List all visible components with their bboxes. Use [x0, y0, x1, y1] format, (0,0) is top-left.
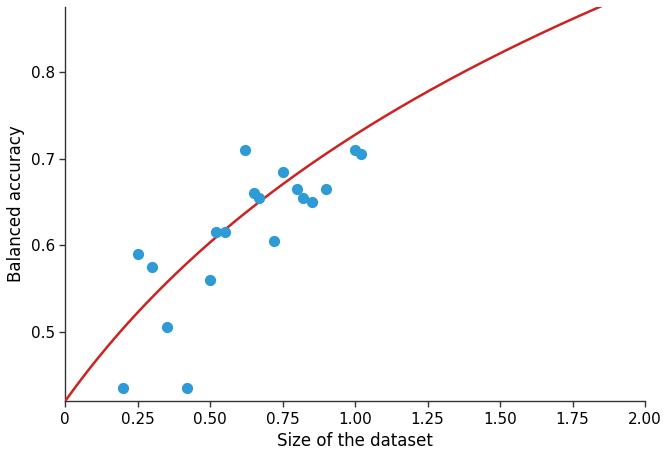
Point — [254, 194, 265, 201]
Point — [118, 384, 128, 392]
Point — [321, 185, 332, 192]
Point — [205, 276, 215, 283]
Point — [240, 146, 250, 154]
Point — [147, 263, 157, 271]
Point — [161, 324, 172, 331]
Point — [132, 250, 143, 257]
Y-axis label: Balanced accuracy: Balanced accuracy — [7, 126, 25, 282]
Point — [269, 237, 280, 244]
Point — [306, 198, 317, 206]
Point — [278, 168, 288, 175]
Point — [298, 194, 308, 201]
Point — [350, 146, 361, 154]
X-axis label: Size of the dataset: Size of the dataset — [277, 432, 433, 450]
Point — [248, 190, 259, 197]
Point — [181, 384, 192, 392]
Point — [292, 185, 302, 192]
Point — [356, 150, 367, 158]
Point — [211, 228, 221, 236]
Point — [219, 228, 230, 236]
